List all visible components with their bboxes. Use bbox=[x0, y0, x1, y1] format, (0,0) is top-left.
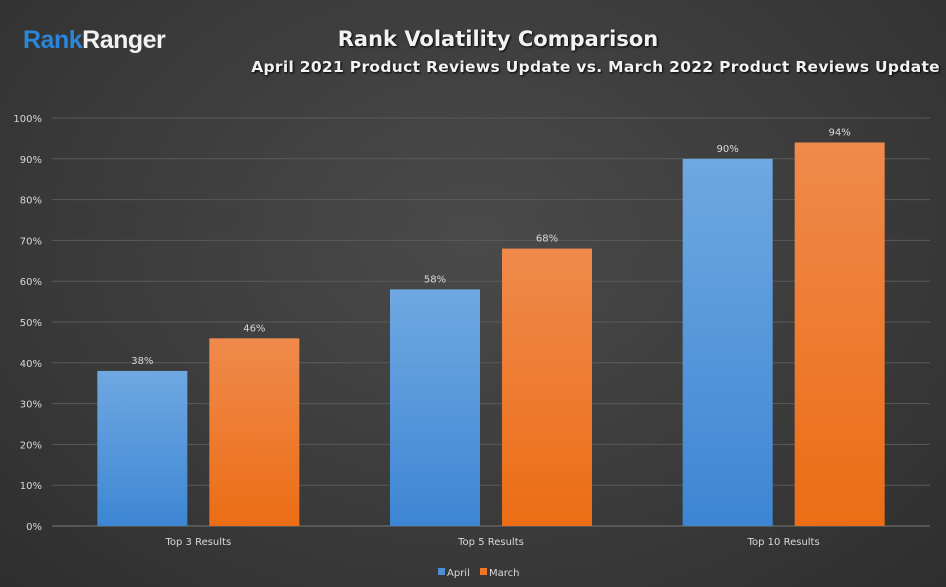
y-tick-label: 0% bbox=[26, 522, 42, 533]
y-tick-label: 10% bbox=[20, 481, 42, 492]
data-label: 68% bbox=[536, 234, 558, 245]
logo-part1: Rank bbox=[23, 26, 83, 54]
legend-swatch-march bbox=[480, 568, 487, 575]
data-label: 90% bbox=[717, 144, 739, 155]
legend-label: March bbox=[489, 568, 519, 579]
x-tick-label: Top 10 Results bbox=[747, 537, 820, 548]
data-label: 46% bbox=[243, 323, 265, 334]
legend-label: April bbox=[447, 568, 470, 579]
y-tick-label: 70% bbox=[20, 236, 42, 247]
bar-april bbox=[390, 289, 480, 526]
data-label: 94% bbox=[829, 127, 851, 138]
bar-march bbox=[209, 338, 300, 526]
y-tick-label: 40% bbox=[20, 359, 42, 370]
y-tick-label: 50% bbox=[20, 318, 42, 329]
y-tick-label: 80% bbox=[20, 196, 42, 207]
chart-subtitle: April 2021 Product Reviews Update vs. Ma… bbox=[251, 58, 940, 76]
bar-april bbox=[682, 158, 773, 527]
bar-march bbox=[502, 248, 592, 526]
y-tick-label: 90% bbox=[20, 155, 42, 166]
x-tick-label: Top 5 Results bbox=[457, 537, 524, 548]
y-tick-label: 100% bbox=[13, 114, 42, 125]
y-tick-label: 20% bbox=[20, 440, 42, 451]
chart-title: Rank Volatility Comparison bbox=[337, 27, 659, 51]
bar-march bbox=[794, 142, 885, 527]
data-label: 58% bbox=[424, 274, 446, 285]
rank-ranger-logo: RankRanger bbox=[23, 26, 166, 55]
x-tick-label: Top 3 Results bbox=[164, 537, 231, 548]
y-tick-label: 60% bbox=[20, 277, 42, 288]
legend-swatch-april bbox=[438, 568, 445, 575]
data-label: 38% bbox=[131, 356, 153, 367]
y-tick-label: 30% bbox=[20, 400, 42, 411]
bar-april bbox=[97, 370, 188, 526]
logo-part2: Ranger bbox=[82, 26, 166, 54]
